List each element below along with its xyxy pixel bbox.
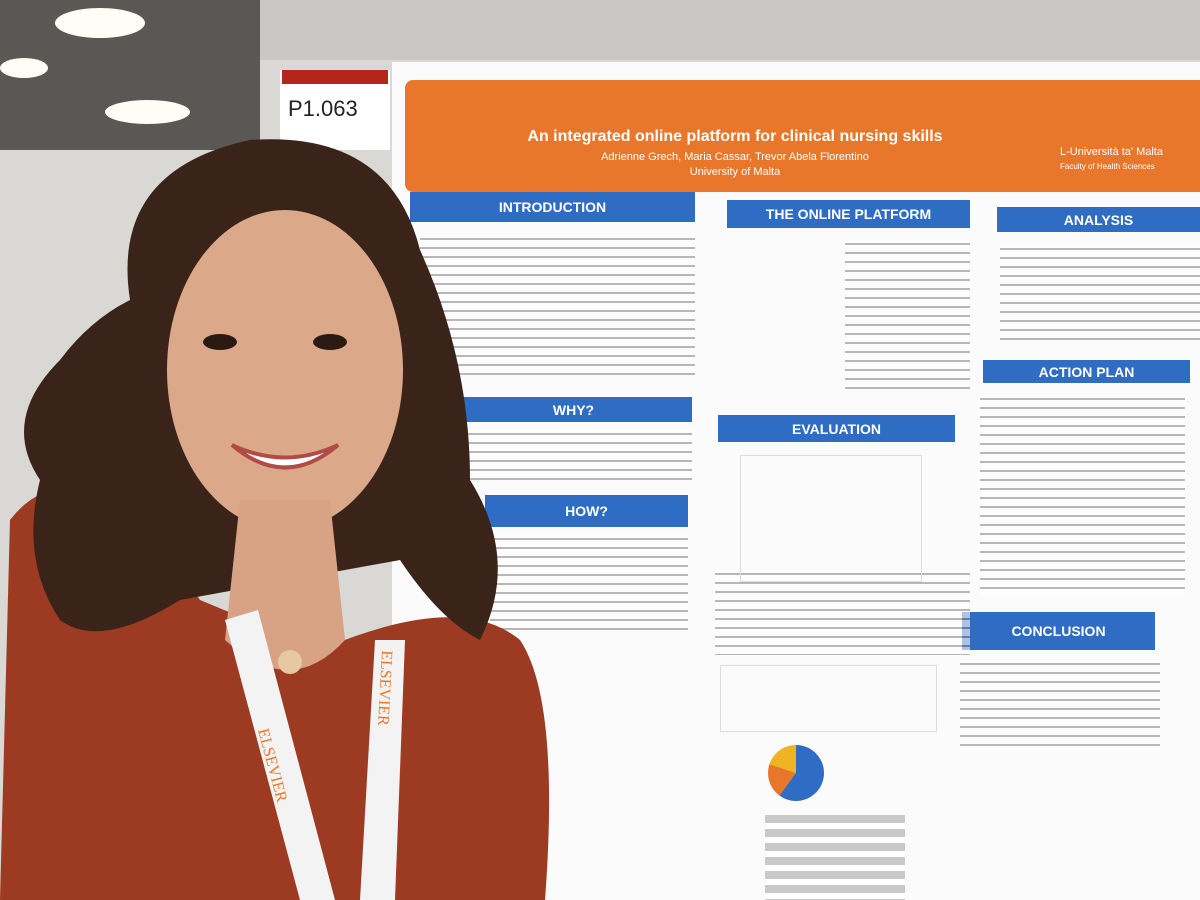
logo-name: L-Università ta' Malta (1060, 146, 1163, 158)
ceiling-light (55, 8, 145, 38)
section-heading: HOW? (485, 495, 688, 527)
ceiling-light (0, 58, 48, 78)
body-text (715, 570, 970, 655)
booth-banner (282, 70, 388, 84)
section-heading: THE ONLINE PLATFORM (727, 200, 970, 228)
pie-figure (768, 745, 824, 801)
section-heading: ANALYSIS (997, 207, 1200, 232)
poster-header (405, 80, 1200, 192)
face (167, 210, 403, 530)
booth-label: P1.063 (288, 96, 358, 121)
figure (740, 455, 922, 582)
board-frame (260, 0, 1200, 60)
body-text (1000, 245, 1200, 340)
poster-affiliation: University of Malta (689, 166, 781, 178)
body-text (980, 395, 1185, 595)
section-heading: ACTION PLAN (983, 360, 1190, 383)
poster-title: An integrated online platform for clinic… (527, 128, 943, 145)
figure (720, 665, 937, 732)
body-text (490, 535, 688, 630)
section-heading: CONCLUSION (962, 612, 1155, 650)
body-text (420, 235, 695, 375)
section-heading: WHY? (455, 397, 692, 422)
logo-faculty: Faculty of Health Sciences (1060, 162, 1155, 171)
section-heading: INTRODUCTION (410, 192, 695, 222)
poster-authors: Adrienne Grech, Maria Cassar, Trevor Abe… (601, 151, 869, 163)
lanyard (225, 610, 335, 900)
eye (313, 334, 347, 350)
lanyard-text: ELSEVIER (374, 650, 395, 727)
figure (765, 815, 905, 900)
pendant (278, 650, 302, 674)
lanyard (360, 640, 405, 900)
body-text (460, 430, 692, 480)
body-text (845, 240, 970, 390)
smile (230, 443, 340, 470)
section-heading: EVALUATION (718, 415, 955, 442)
ceiling-light (105, 100, 190, 124)
eye (203, 334, 237, 350)
body-text (960, 660, 1160, 750)
